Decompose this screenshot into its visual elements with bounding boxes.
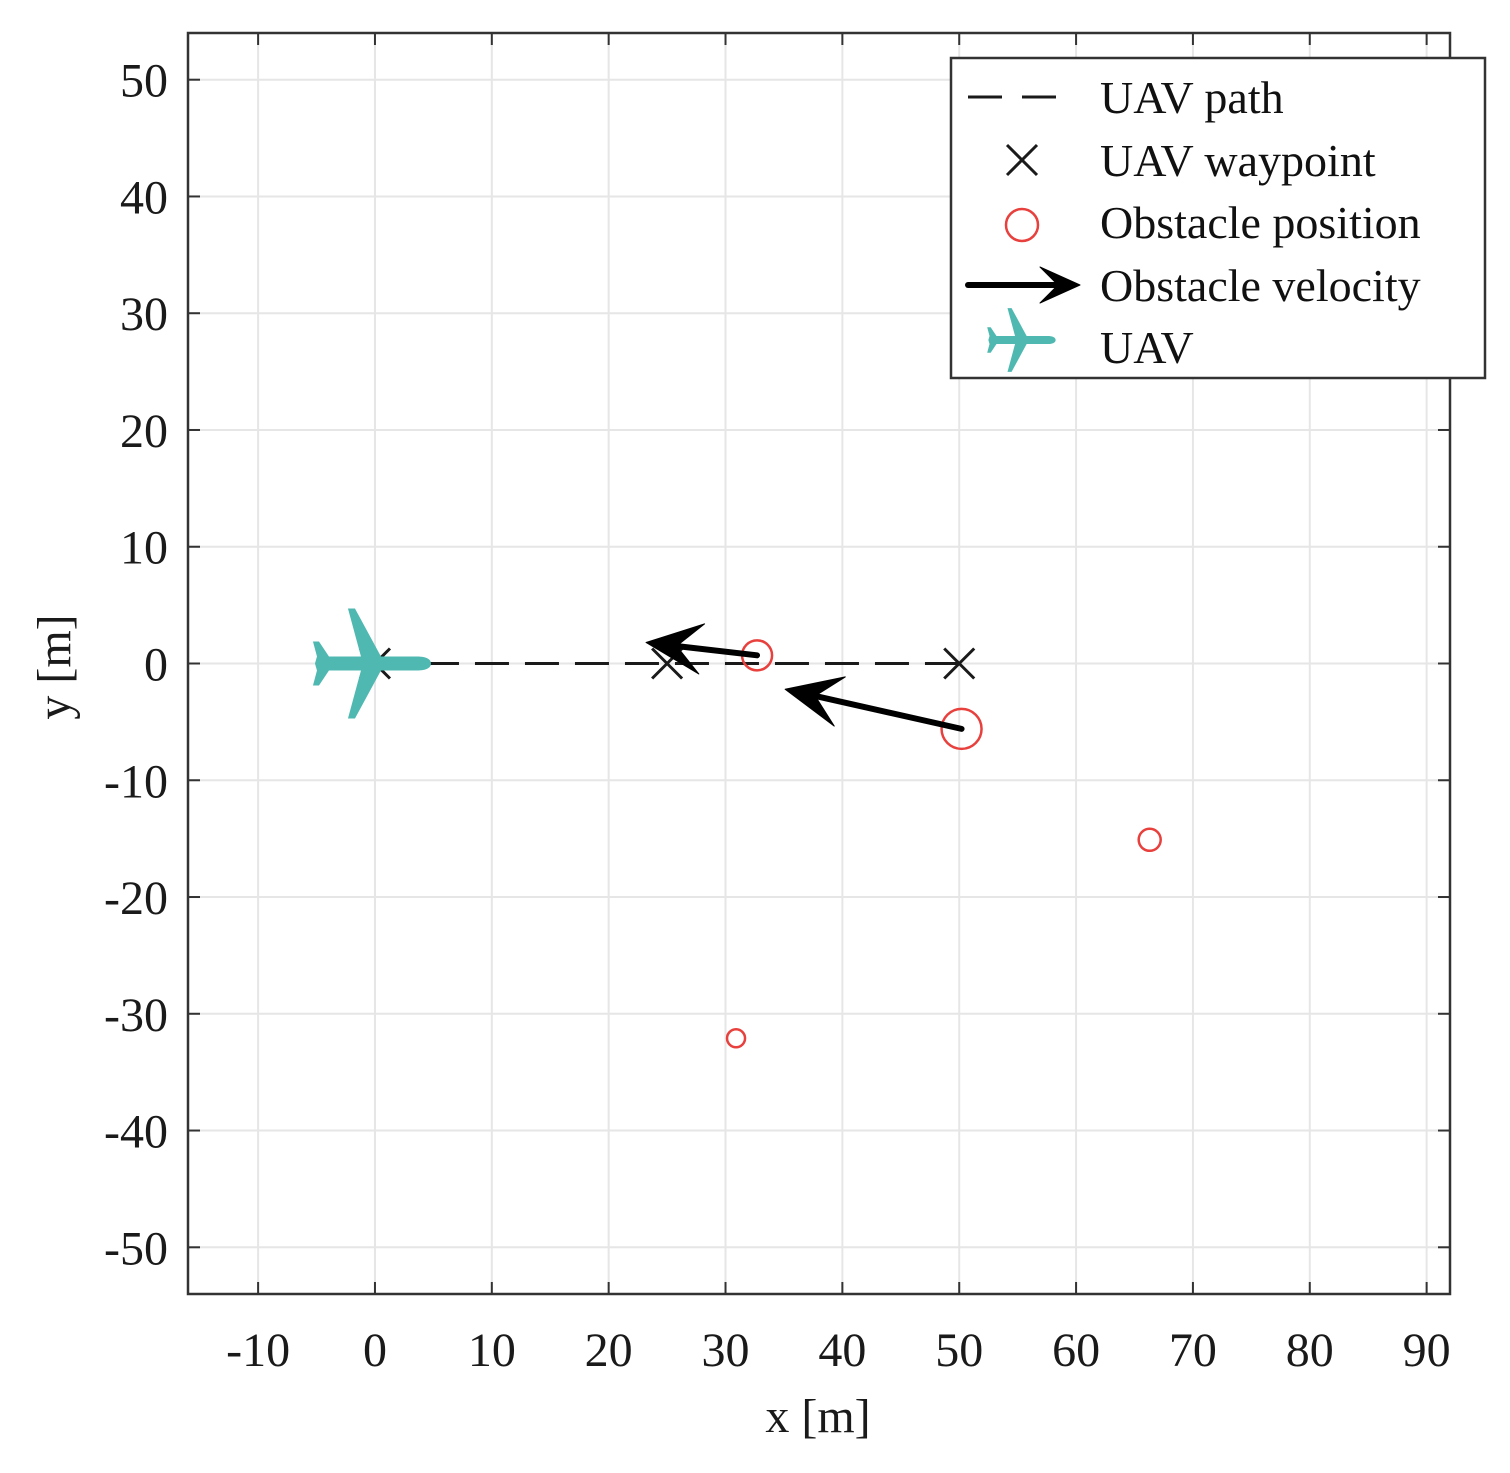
legend-velocity-arrow [965,266,1081,304]
x-tick-label: 20 [585,1324,633,1377]
x-tick-label: 60 [1052,1324,1100,1377]
obstacle-velocity-arrow [784,676,965,732]
legend-obstacle-marker [1004,207,1040,243]
x-tick-label: 30 [702,1324,750,1377]
plot-marks [312,608,1162,1049]
y-tick-label: -40 [104,1106,168,1159]
legend-label-path: UAV path [1100,72,1284,123]
legend-item-uav: UAV [987,308,1194,373]
obstacle-marker [725,1028,747,1049]
y-axis-label: y [m] [28,614,81,719]
legend-item-waypoint: UAV waypoint [1005,135,1376,186]
arrow-head [1039,266,1081,304]
arrow-head [784,676,846,727]
legend: UAV path UAV waypoint Obstacle position Obs… [949,56,1487,380]
legend-waypoint-marker [1005,143,1039,177]
legend-label-waypoint: UAV waypoint [1100,135,1376,186]
y-tick-label: 0 [144,639,168,692]
y-tick-label: 20 [120,405,168,458]
x-tick-label: -10 [226,1324,290,1377]
x-tick-label: 0 [363,1324,387,1377]
legend-box [949,56,1487,380]
arrow-shaft [814,693,965,732]
obstacle-marker [1137,827,1162,853]
y-tick-label: -30 [104,989,168,1042]
arrow-head [645,623,706,675]
obstacle-velocity-arrow [645,623,761,675]
y-tick-label: 50 [120,55,168,108]
legend-label-velocity: Obstacle velocity [1100,260,1421,311]
legend-uav-icon [987,308,1056,372]
ticks: -10 0 10 20 30 40 50 60 70 80 90 -50 -40 -30 -20 -10 0 10… [104,33,1451,1377]
airplane-shape [987,308,1056,372]
arrow-shaft [676,643,761,659]
x-tick-label: 70 [1169,1324,1217,1377]
legend-item-obstacle: Obstacle position [1004,197,1421,248]
y-tick-label: 10 [120,522,168,575]
y-tick-label: -50 [104,1222,168,1275]
x-tick-label: 80 [1286,1324,1334,1377]
cross-stroke-b [943,647,976,680]
y-tick-label: 40 [120,171,168,224]
x-axis-label: x [m] [765,1390,870,1443]
legend-item-path: UAV path [968,72,1284,123]
x-tick-label: 90 [1403,1324,1451,1377]
x-tick-label: 50 [935,1324,983,1377]
uav-airplane-icon [312,608,431,719]
legend-item-velocity: Obstacle velocity [965,260,1421,311]
obstacle-marker [940,707,983,751]
y-tick-label: -10 [104,755,168,808]
airplane-shape [312,608,431,719]
x-tick-label: 10 [468,1324,516,1377]
legend-label-obstacle: Obstacle position [1100,197,1421,248]
legend-label-uav: UAV [1100,322,1194,373]
x-tick-label: 40 [818,1324,866,1377]
uav-waypoint-marker [943,647,976,680]
y-tick-label: 30 [120,288,168,341]
cross-stroke-b [1005,143,1039,177]
y-tick-label: -20 [104,872,168,925]
